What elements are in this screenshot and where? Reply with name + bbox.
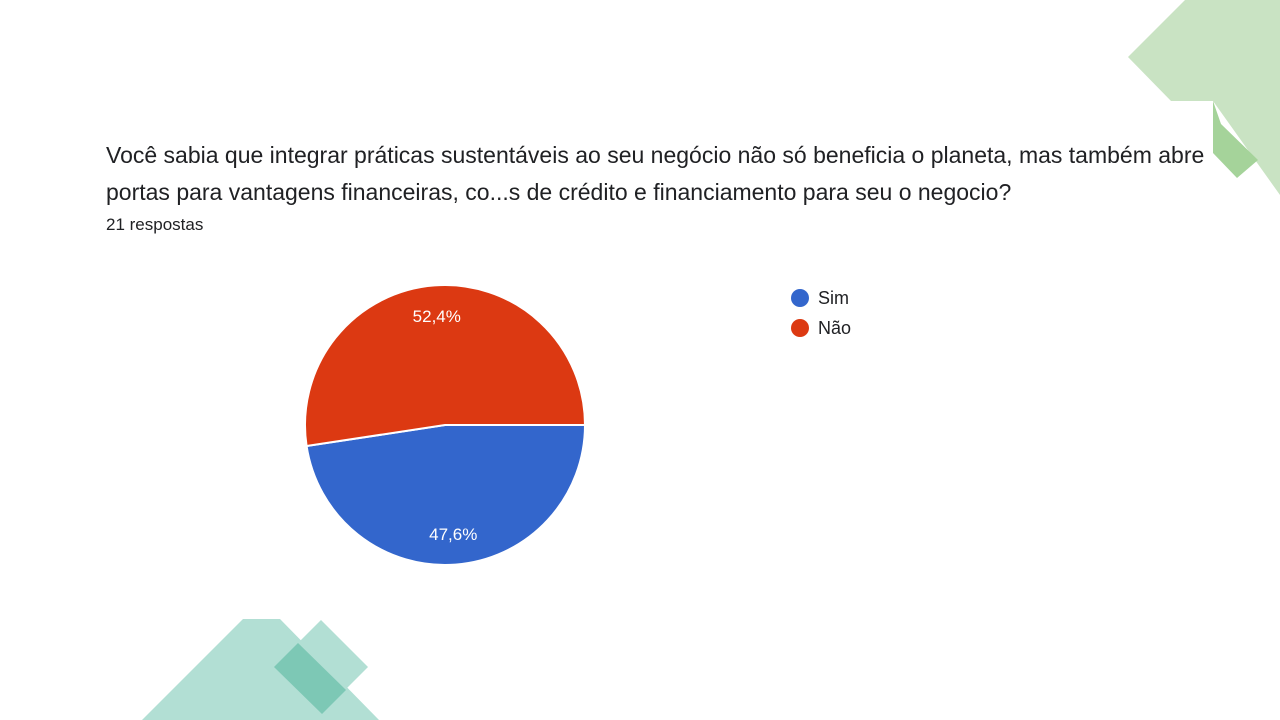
legend-item-nao[interactable]: Não bbox=[791, 313, 851, 343]
pie-chart: 47,6% 52,4% bbox=[304, 284, 587, 566]
pie-slice-nao[interactable] bbox=[304, 284, 587, 448]
legend-label-sim: Sim bbox=[818, 287, 849, 308]
legend-swatch-nao bbox=[791, 319, 809, 337]
response-count: 21 respostas bbox=[106, 215, 204, 234]
question-title: Você sabia que integrar práticas sustent… bbox=[106, 142, 1205, 205]
deco-green-diamond-overlap bbox=[1213, 101, 1258, 178]
deco-teal-diamond-overlap bbox=[274, 643, 346, 714]
deco-teal-diamond-left bbox=[142, 619, 379, 720]
legend-label-nao: Não bbox=[818, 317, 852, 338]
pie-label-0: 47,6% bbox=[429, 525, 477, 544]
chart-legend: Sim Não bbox=[791, 283, 851, 343]
pie-label-1: 52,4% bbox=[413, 307, 461, 326]
pie-slice-sim[interactable] bbox=[305, 424, 587, 566]
legend-swatch-sim bbox=[791, 289, 809, 307]
legend-item-sim[interactable]: Sim bbox=[791, 283, 851, 313]
deco-teal-diamond-right bbox=[274, 620, 368, 714]
